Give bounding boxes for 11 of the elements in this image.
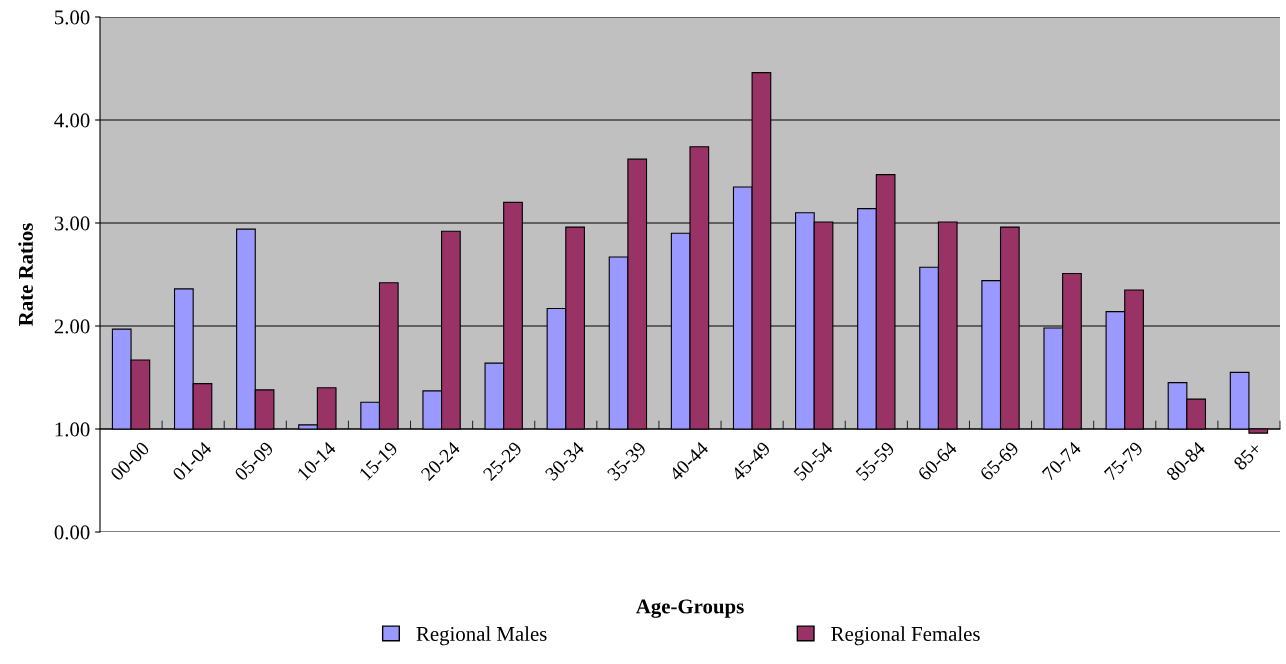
- y-axis-title: Rate Ratios: [18, 223, 33, 326]
- legend-label: Regional Males: [416, 626, 547, 646]
- y-tick-label: 4.00: [54, 113, 90, 128]
- x-axis-title: Age-Groups: [635, 599, 744, 618]
- y-tick-label: 0.00: [54, 525, 90, 540]
- y-tick-label: 5.00: [55, 10, 90, 25]
- y-tick-label: 2.00: [54, 319, 90, 334]
- x-tick-label: 85+: [1232, 441, 1263, 471]
- y-tick-label: 1.00: [55, 422, 90, 437]
- legend-label: Regional Females: [831, 626, 980, 646]
- y-tick-label: 3.00: [54, 216, 90, 231]
